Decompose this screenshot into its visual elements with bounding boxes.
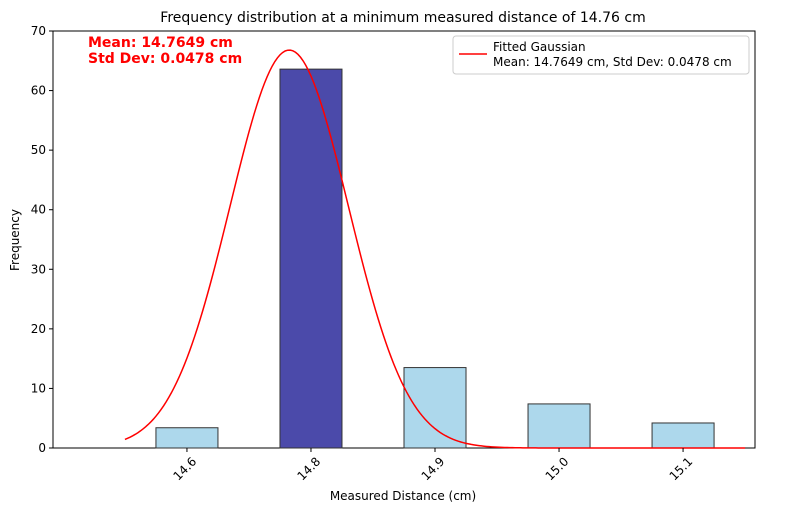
plot-area: 0 10 20 30 40 50 60 70 14.6 14.8 14.9 15.0 15.1 Mea… [31,24,756,483]
y-tick-label: 70 [31,24,46,38]
y-axis: 0 10 20 30 40 50 60 70 [31,24,53,455]
x-tick-label: 15.1 [667,454,696,483]
bar-14.8 [279,68,343,449]
legend-sublabel: Mean: 14.7649 cm, Std Dev: 0.0478 cm [493,55,732,69]
x-axis-label: Measured Distance (cm) [330,489,476,503]
legend: Fitted Gaussian Mean: 14.7649 cm, Std De… [452,35,750,75]
y-tick-label: 20 [31,322,46,336]
x-tick-label: 14.6 [170,454,199,483]
fitted-gaussian-curve [124,49,746,449]
x-tick-label: 14.8 [295,454,324,483]
bar-14.9 [403,367,467,449]
x-tick-label: 15.0 [543,454,572,483]
x-tick-label: 14.9 [419,454,448,483]
bars-group [155,68,715,449]
y-tick-label: 0 [38,441,46,455]
legend-box [452,35,750,75]
bar-15.0 [527,403,591,449]
y-tick-label: 40 [31,203,46,217]
chart-title: Frequency distribution at a minimum meas… [160,10,645,26]
bar-14.6 [155,427,219,449]
mean-annotation: Mean: 14.7649 cm [88,35,233,51]
legend-label: Fitted Gaussian [493,40,586,54]
std-dev-annotation: Std Dev: 0.0478 cm [88,51,242,67]
x-axis: 14.6 14.8 14.9 15.0 15.1 [170,448,695,483]
y-tick-label: 30 [31,262,46,276]
y-axis-label: Frequency [8,209,22,271]
y-tick-label: 10 [31,381,46,395]
bar-15.1 [651,422,715,449]
y-tick-label: 60 [31,84,46,98]
y-tick-label: 50 [31,143,46,157]
